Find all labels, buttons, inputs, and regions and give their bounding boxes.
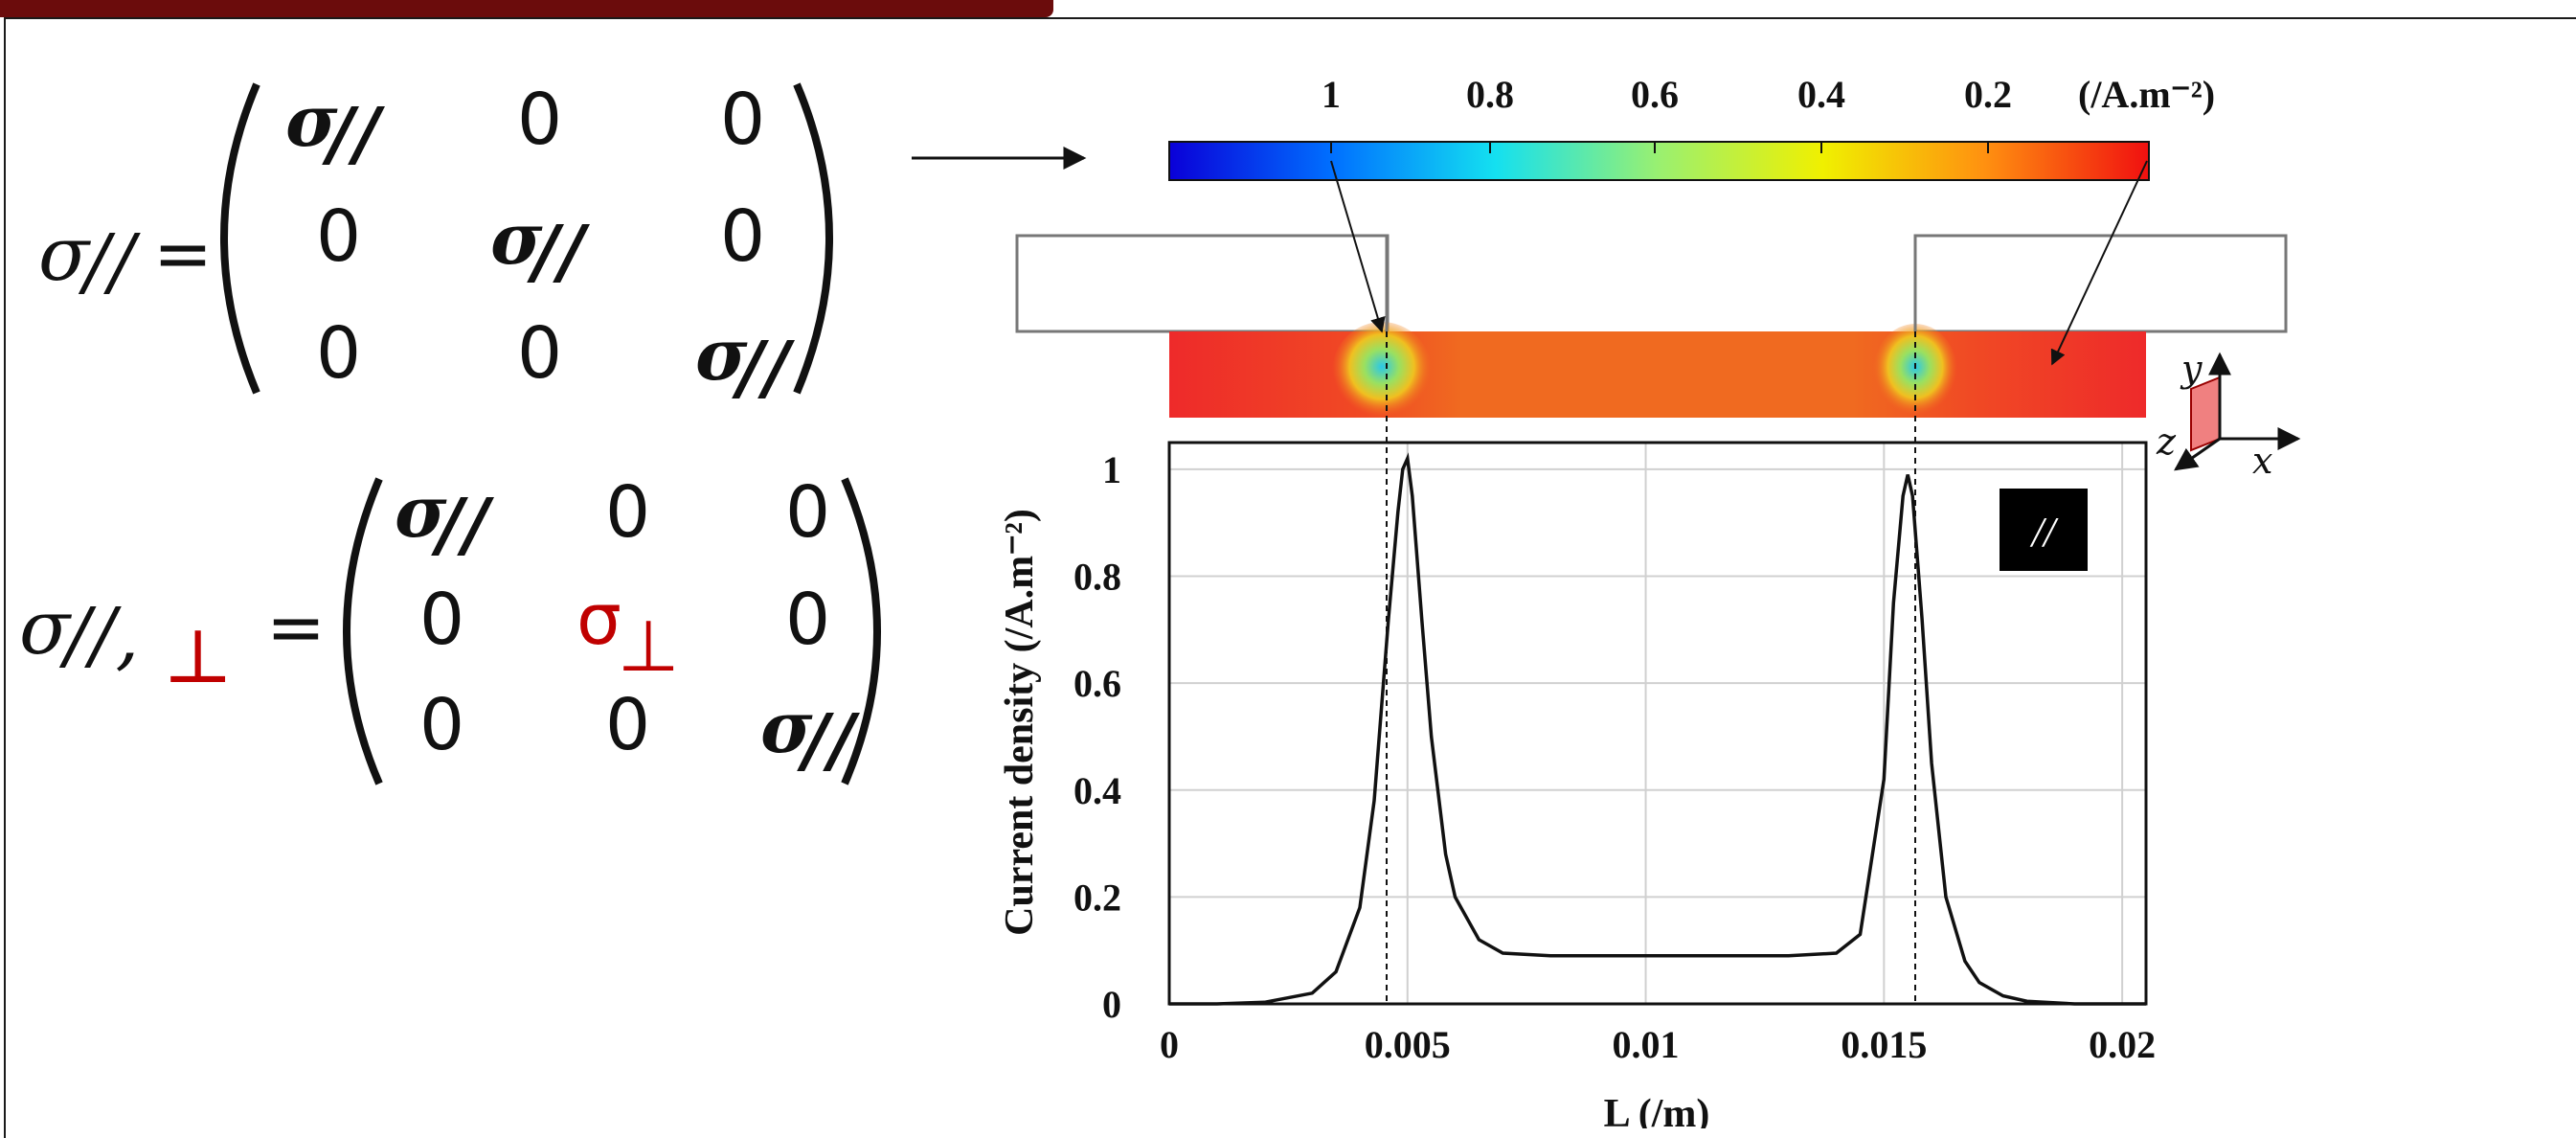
pointer-to-left-hotspot bbox=[1330, 160, 1386, 333]
left-electrode bbox=[1015, 234, 1390, 333]
eq2-m32: 0 bbox=[605, 684, 650, 766]
eq1-m33-sigma: σ bbox=[695, 314, 748, 397]
eq1-lhs-subscript: // bbox=[78, 219, 141, 306]
eq2-m13: 0 bbox=[785, 471, 830, 554]
field-schematic bbox=[1015, 160, 2288, 421]
z-axis-arrow bbox=[2174, 437, 2221, 471]
eq1-right-paren bbox=[793, 82, 833, 395]
colorbar-tick-label: 0.4 bbox=[1797, 73, 1845, 116]
eq2-m22-sigma: σ bbox=[576, 579, 621, 661]
axis-y-label: y bbox=[2180, 348, 2203, 390]
eq1-lhs-sigma: σ bbox=[38, 212, 91, 298]
colorbar-tick-label: 0.6 bbox=[1631, 73, 1679, 116]
eq2-lhs-sigma: σ bbox=[19, 585, 72, 671]
title-tab-strip bbox=[0, 0, 1053, 17]
eq2-right-paren bbox=[841, 477, 881, 785]
hotspot-right bbox=[1873, 324, 1957, 420]
series-line bbox=[1169, 452, 2146, 1006]
y-tick-label: 0.4 bbox=[1073, 769, 1121, 812]
x-axis-label: L (/m) bbox=[1604, 1092, 1710, 1128]
eq1-m23: 0 bbox=[720, 195, 765, 278]
colorbar-unit: (/A.m⁻²) bbox=[2078, 73, 2215, 116]
x-tick-label: 0.005 bbox=[1365, 1023, 1451, 1066]
eq1-equals: = bbox=[153, 213, 213, 295]
eq1-left-paren bbox=[220, 82, 260, 395]
current-density-chart: 0 0.005 0.01 0.015 0.02 0 0.2 0.4 0.6 0.8 1 L (/m… bbox=[998, 441, 2156, 1128]
pointer-to-edge bbox=[2050, 160, 2148, 366]
colorbar-tick-label: 0.2 bbox=[1964, 73, 2012, 116]
eq1-m12: 0 bbox=[517, 79, 562, 161]
y-tick-label: 0 bbox=[1102, 983, 1121, 1026]
axis-z-label: z bbox=[2156, 421, 2177, 463]
eq1-m21: 0 bbox=[316, 195, 361, 278]
eq2-m22-sub: ⊥ bbox=[618, 605, 679, 688]
colorbar: 1 0.8 0.6 0.4 0.2 (/A.m⁻²) bbox=[1168, 73, 2215, 181]
eq2-m12: 0 bbox=[605, 471, 650, 554]
plot-frame bbox=[1167, 441, 2148, 1006]
eq1-m13: 0 bbox=[720, 79, 765, 161]
eq1-m11-sigma: σ bbox=[285, 80, 338, 163]
equation-parallel: σ // = σ // 0 0 0 σ // 0 0 0 σ // bbox=[38, 79, 833, 409]
colorbar-tick-label: 1 bbox=[1322, 73, 1341, 116]
y-axis-label: Current density (/A.m⁻²) bbox=[998, 509, 1042, 936]
colorbar-bar bbox=[1168, 141, 2150, 181]
y-tick-label: 1 bbox=[1102, 448, 1121, 491]
eq1-m32: 0 bbox=[517, 312, 562, 395]
x-tick-label: 0.015 bbox=[1841, 1023, 1927, 1066]
eq2-m33-sigma: σ bbox=[760, 687, 813, 769]
colorbar-ticks: 1 0.8 0.6 0.4 0.2 bbox=[1322, 73, 2012, 153]
mode-badge bbox=[2000, 489, 2088, 571]
current-density-field bbox=[1169, 331, 2146, 418]
x-tick-label: 0 bbox=[1160, 1023, 1179, 1066]
eq2-m31: 0 bbox=[419, 684, 464, 766]
eq1-m22-sub: // bbox=[527, 211, 590, 293]
eq2-m11-sub: // bbox=[431, 484, 494, 566]
right-electrode bbox=[1913, 234, 2288, 333]
x-tick-label: 0.02 bbox=[2089, 1023, 2156, 1066]
axes-indicator: y z x bbox=[2156, 348, 2301, 482]
eq2-left-paren bbox=[343, 477, 383, 785]
y-tick-label: 0.2 bbox=[1073, 876, 1121, 919]
y-tick-labels: 0 0.2 0.4 0.6 0.8 1 bbox=[1073, 448, 1121, 1026]
axis-x-label: x bbox=[2252, 440, 2272, 482]
eq2-m21: 0 bbox=[419, 579, 464, 661]
eq1-m11-sub: // bbox=[322, 93, 385, 175]
eq2-m23: 0 bbox=[785, 579, 830, 661]
content-frame bbox=[4, 17, 2576, 1138]
eq2-equals: = bbox=[266, 586, 326, 669]
eq1-m31: 0 bbox=[316, 312, 361, 395]
colorbar-tick-label: 0.8 bbox=[1466, 73, 1514, 116]
mode-badge-label: // bbox=[2029, 509, 2059, 556]
hotspot-left bbox=[1332, 322, 1432, 421]
eq2-m11-sigma: σ bbox=[395, 471, 447, 554]
eq1-m33-sub: // bbox=[732, 327, 795, 409]
eq2-lhs-perp: ⊥ bbox=[163, 614, 233, 700]
y-tick-label: 0.8 bbox=[1073, 556, 1121, 599]
eq1-m22-sigma: σ bbox=[490, 198, 543, 281]
x-tick-label: 0.01 bbox=[1613, 1023, 1680, 1066]
eq2-lhs-subscript: //, bbox=[58, 593, 139, 679]
equation-parallel-perp: σ //, ⊥ = σ // 0 0 0 σ ⊥ 0 0 0 σ // bbox=[19, 471, 881, 785]
x-tick-labels: 0 0.005 0.01 0.015 0.02 bbox=[1160, 1023, 2156, 1066]
eq2-m33-sub: // bbox=[797, 699, 860, 782]
y-tick-label: 0.6 bbox=[1073, 662, 1121, 705]
